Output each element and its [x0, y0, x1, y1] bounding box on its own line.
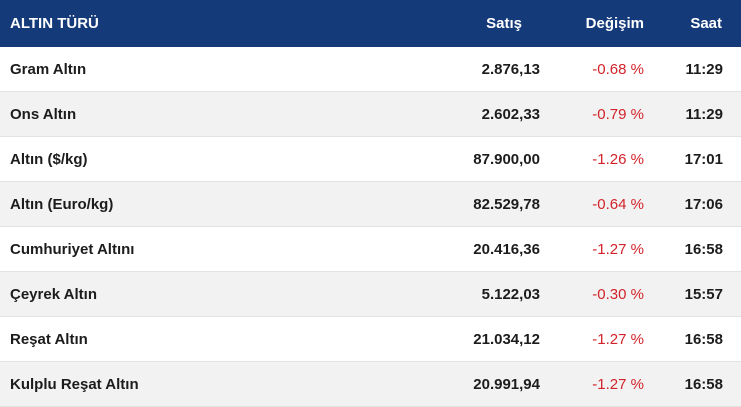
sell-price: 5.122,03	[481, 285, 540, 303]
update-time: 17:06	[684, 195, 723, 213]
gold-type-name[interactable]: Gram Altın	[10, 60, 87, 78]
change-percent: -1.26 %	[592, 150, 644, 168]
update-time: 15:57	[684, 285, 723, 303]
table-row[interactable]: Cumhuriyet Altını 20.416,36 -1.27 % 16:5…	[0, 227, 741, 272]
sell-price: 2.602,33	[481, 105, 540, 123]
change-percent: -1.27 %	[592, 240, 644, 258]
update-time: 16:58	[684, 375, 723, 393]
table-row[interactable]: Altın (Euro/kg) 82.529,78 -0.64 % 17:06	[0, 182, 741, 227]
header-sell[interactable]: Satış	[486, 15, 522, 32]
table-row[interactable]: Gram Altın 2.876,13 -0.68 % 11:29	[0, 47, 741, 92]
change-percent: -1.27 %	[592, 330, 644, 348]
update-time: 11:29	[685, 60, 723, 78]
update-time: 11:29	[685, 105, 723, 123]
table-row[interactable]: Çeyrek Altın 5.122,03 -0.30 % 15:57	[0, 272, 741, 317]
update-time: 16:58	[684, 240, 723, 258]
change-percent: -0.68 %	[592, 60, 644, 78]
table-row[interactable]: Reşat Altın 21.034,12 -1.27 % 16:58	[0, 317, 741, 362]
header-change[interactable]: Değişim	[585, 15, 644, 32]
sell-price: 2.876,13	[481, 60, 540, 78]
update-time: 17:01	[684, 150, 723, 168]
change-percent: -0.79 %	[592, 105, 644, 123]
sell-price: 82.529,78	[473, 195, 540, 213]
gold-type-name[interactable]: Altın (Euro/kg)	[10, 195, 114, 213]
table-header: ALTIN TÜRÜ Satış Değişim Saat	[0, 0, 741, 47]
header-time[interactable]: Saat	[690, 15, 722, 32]
gold-type-name[interactable]: Altın ($/kg)	[10, 150, 88, 168]
update-time: 16:58	[684, 330, 723, 348]
gold-type-name[interactable]: Çeyrek Altın	[10, 285, 97, 303]
sell-price: 21.034,12	[473, 330, 540, 348]
gold-type-name[interactable]: Kulplu Reşat Altın	[10, 375, 139, 393]
sell-price: 20.416,36	[473, 240, 540, 258]
change-percent: -1.27 %	[592, 375, 644, 393]
table-row[interactable]: Ons Altın 2.602,33 -0.79 % 11:29	[0, 92, 741, 137]
change-percent: -0.64 %	[592, 195, 644, 213]
gold-type-name[interactable]: Cumhuriyet Altını	[10, 240, 135, 258]
sell-price: 20.991,94	[473, 375, 540, 393]
table-row[interactable]: Kulplu Reşat Altın 20.991,94 -1.27 % 16:…	[0, 362, 741, 407]
sell-price: 87.900,00	[473, 150, 540, 168]
table-row[interactable]: Altın ($/kg) 87.900,00 -1.26 % 17:01	[0, 137, 741, 182]
gold-type-name[interactable]: Ons Altın	[10, 105, 77, 123]
gold-type-name[interactable]: Reşat Altın	[10, 330, 88, 348]
change-percent: -0.30 %	[592, 285, 644, 303]
header-gold-type[interactable]: ALTIN TÜRÜ	[10, 15, 99, 32]
